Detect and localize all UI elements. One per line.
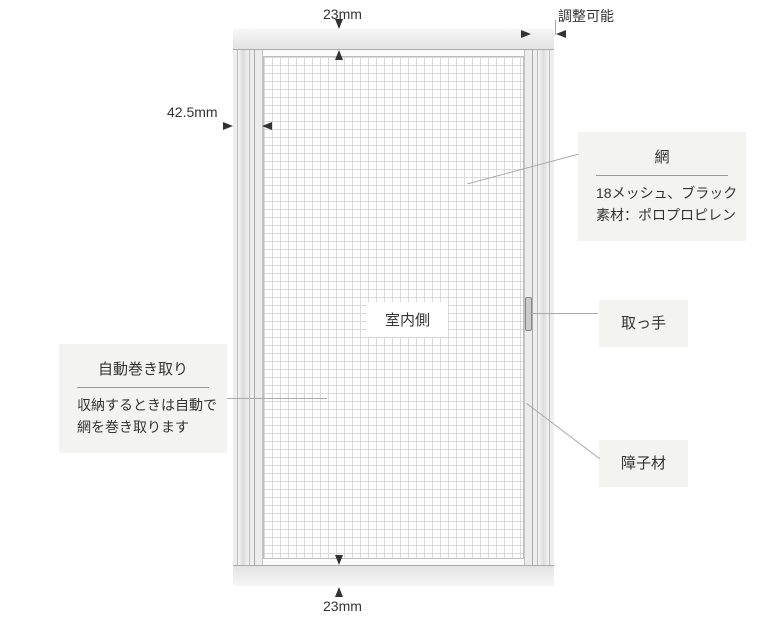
arrow-right-icon bbox=[223, 122, 233, 130]
arrow-up-icon bbox=[335, 587, 343, 597]
door-handle bbox=[525, 297, 532, 331]
dim-left: 42.5mm bbox=[167, 104, 218, 120]
annotation-autoroll-line1: 収納するときは自動で bbox=[77, 395, 209, 417]
dim-bottom: 23mm bbox=[323, 598, 362, 614]
stile-left bbox=[233, 29, 255, 586]
stile-right bbox=[532, 29, 554, 586]
leader bbox=[526, 403, 600, 459]
annotation-net-line2: 素材：ポロプロピレン bbox=[596, 205, 728, 227]
arrow-down-icon bbox=[335, 19, 343, 29]
annotation-autoroll-line2: 網を巻き取ります bbox=[77, 417, 209, 439]
dim-adjustable: 調整可能 bbox=[558, 6, 614, 26]
arrow-left-icon bbox=[262, 122, 272, 130]
annotation-autoroll: 自動巻き取り 収納するときは自動で 網を巻き取ります bbox=[59, 344, 227, 453]
annotation-net-line1: 18メッシュ、ブラック bbox=[596, 183, 728, 205]
annotation-handle: 取っ手 bbox=[599, 300, 688, 347]
annotation-shoji: 障子材 bbox=[599, 440, 688, 487]
arrow-down-icon bbox=[335, 555, 343, 565]
arrow-left-icon bbox=[556, 30, 566, 38]
leader bbox=[227, 398, 327, 399]
annotation-autoroll-title: 自動巻き取り bbox=[77, 358, 209, 388]
annotation-net-title: 網 bbox=[596, 146, 728, 176]
rail-top bbox=[233, 29, 554, 50]
annotation-net: 網 18メッシュ、ブラック 素材：ポロプロピレン bbox=[578, 132, 746, 241]
interior-side-label: 室内側 bbox=[367, 302, 448, 337]
leader bbox=[467, 154, 579, 184]
leader bbox=[530, 313, 598, 314]
arrow-right-icon bbox=[521, 30, 531, 38]
arrow-up-icon bbox=[335, 50, 343, 60]
rail-bottom bbox=[233, 565, 554, 586]
